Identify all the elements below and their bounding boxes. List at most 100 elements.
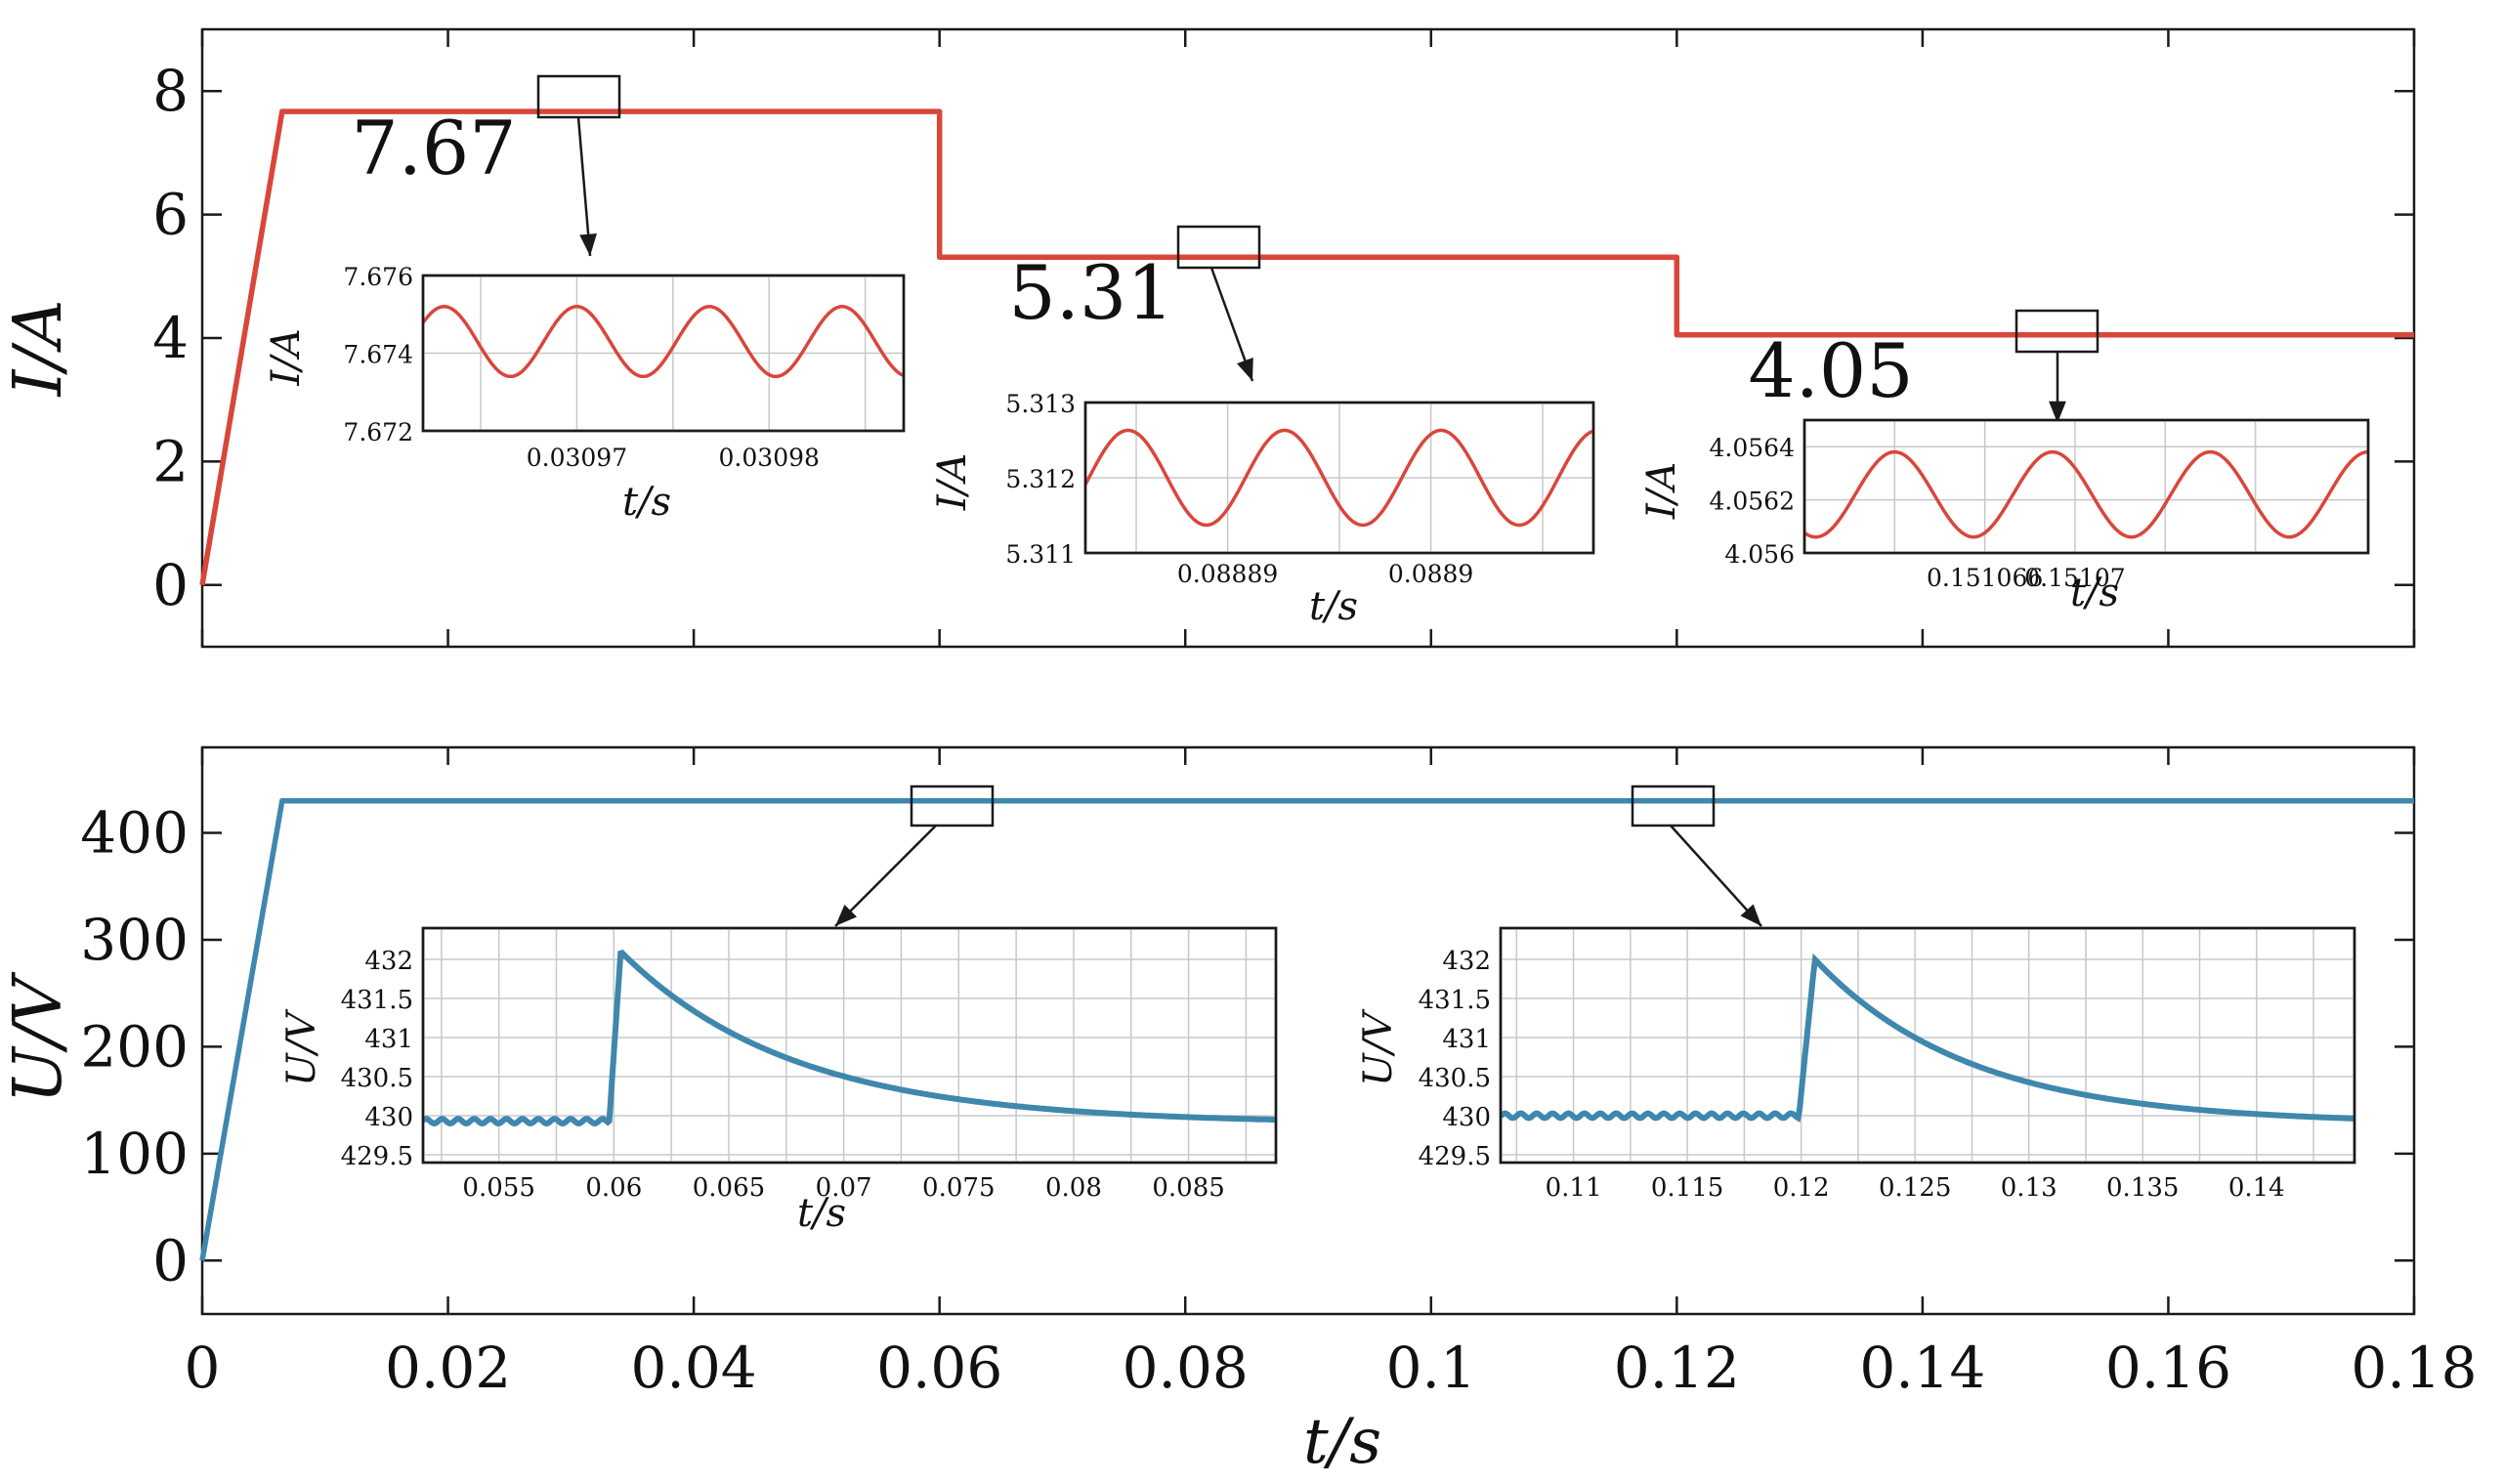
voltage_main-ytick-label: 400 [80, 800, 189, 867]
annotation-7-67: 7.67 [351, 105, 516, 191]
inset_u2-ytick-label: 431 [1442, 1025, 1491, 1054]
zoom-marker-i2-arrowhead [1237, 358, 1253, 381]
current_main-ytick-label: 6 [152, 182, 189, 248]
current_main-ytick-label: 4 [152, 305, 189, 371]
inset_u1-xtick-label: 0.065 [693, 1173, 765, 1203]
inset_u1-xtick-label: 0.06 [585, 1173, 642, 1203]
x-tick-label: 0.02 [385, 1335, 511, 1401]
inset_u1-ytick-label: 430.5 [341, 1064, 413, 1093]
inset_u2-xtick-label: 0.115 [1651, 1173, 1723, 1203]
x-tick-label: 0 [185, 1335, 221, 1401]
current_main-ytick-label: 0 [152, 552, 189, 618]
annotation-5-31: 5.31 [1008, 249, 1173, 336]
inset_i2-xtick-label: 0.0889 [1388, 560, 1473, 588]
current_main-ytick-label: 2 [152, 428, 189, 494]
inset_i1-ytick-label: 7.672 [343, 418, 413, 446]
inset_i3-frame-top [1802, 418, 2370, 555]
voltage_main-frame [200, 745, 2416, 1316]
x-tick-label: 0.1 [1386, 1335, 1476, 1401]
inset_u2-ytick-label: 430.5 [1419, 1064, 1491, 1093]
current_main-series-line [199, 108, 2414, 586]
zoom-marker-u1-arrowhead [835, 904, 858, 926]
zoom-marker-i1-arrow [576, 116, 592, 257]
inset_i2-xlabel: t/s [1309, 584, 1358, 629]
inset_u2-ytick-label: 429.5 [1419, 1142, 1491, 1171]
inset_i2-frame-top [1083, 401, 1595, 555]
voltage_main-ytick-label: 300 [80, 907, 189, 973]
inset_i2-ylabel: I/A [930, 453, 975, 511]
inset_u1-ytick-label: 431.5 [341, 986, 413, 1015]
voltage_main-ytick-label: 0 [152, 1227, 189, 1293]
voltage_main-ylabel: U/V [0, 971, 77, 1103]
inset_i1-xtick-label: 0.03098 [719, 444, 820, 472]
inset_u2-frame-top [1499, 926, 2356, 1165]
inset_u2-ytick-label: 432 [1442, 947, 1491, 976]
inset_i2-ytick-label: 5.313 [1005, 390, 1076, 418]
zoom-marker-u1 [910, 784, 995, 827]
inset_i1-ytick-label: 7.676 [343, 263, 413, 291]
x-tick-label: 0.12 [1614, 1335, 1740, 1401]
zoom-marker-u2-arrow [1670, 825, 1762, 927]
inset_i2-series-line [1085, 428, 1593, 528]
inset_u1-ytick-label: 430 [364, 1103, 413, 1132]
inset_i1-ytick-label: 7.674 [343, 341, 413, 369]
inset_u2-ytick-label: 430 [1442, 1103, 1491, 1132]
x-tick-label: 0.18 [2351, 1335, 2477, 1401]
zoom-marker-i3-arrowhead [2049, 401, 2066, 423]
inset_u1-series-line [423, 949, 1276, 1127]
inset_u2-xtick-label: 0.13 [2001, 1173, 2057, 1203]
inset_i1-xlabel: t/s [622, 480, 671, 525]
inset_i1-frame-top [421, 274, 906, 433]
inset_i3-series-line [1804, 449, 2368, 539]
voltage_main-series-line [199, 797, 2414, 1261]
inset_i1-series-line [423, 305, 904, 379]
zoom-marker-u2-arrowhead [1740, 904, 1761, 926]
zoom-marker-u1-arrow [834, 825, 937, 927]
inset_u2-ytick-label: 431.5 [1419, 986, 1491, 1015]
inset_u1-xlabel: t/s [797, 1191, 846, 1236]
inset_u1-frame-top [421, 926, 1278, 1165]
inset_i3-xlabel: t/s [2070, 571, 2119, 615]
zoom-marker-i1-arrowhead [579, 233, 597, 256]
inset_i3-ytick-label: 4.0562 [1710, 488, 1795, 516]
inset_u1-frame [421, 926, 1278, 1165]
inset_u1-xtick-label: 0.085 [1152, 1173, 1224, 1203]
inset_u1-ylabel: U/V [279, 1008, 324, 1086]
inset_u1-xtick-label: 0.075 [922, 1173, 995, 1203]
current_main-ytick-label: 8 [152, 58, 189, 124]
inset_u1-ytick-label: 431 [364, 1025, 413, 1054]
inset_i2-ytick-label: 5.311 [1005, 540, 1076, 569]
inset_u2-xtick-label: 0.12 [1773, 1173, 1830, 1203]
current_main-ylabel: I/A [0, 300, 77, 399]
inset_i1-xtick-label: 0.03097 [527, 444, 627, 472]
inset_u2-series-line [1501, 953, 2354, 1123]
inset_u1-xtick-label: 0.07 [816, 1173, 872, 1203]
inset_i3-xtick-label: 0.151066 [1927, 564, 2043, 592]
inset_i1-ylabel: I/A [264, 328, 309, 386]
x-axis-label: t/s [1303, 1406, 1381, 1478]
inset_i3-xtick-label: 0.15107 [2024, 564, 2125, 592]
x-tick-label: 0.08 [1123, 1335, 1249, 1401]
zoom-marker-i3 [2014, 309, 2099, 354]
x-tick-label: 0.14 [1859, 1335, 1985, 1401]
inset_i3-ytick-label: 4.0564 [1710, 434, 1795, 462]
zoom-marker-u2 [1631, 784, 1716, 827]
inset_u2-xtick-label: 0.125 [1879, 1173, 1951, 1203]
voltage_main-ytick-label: 200 [80, 1013, 189, 1080]
inset_u2-xtick-label: 0.135 [2106, 1173, 2179, 1203]
x-tick-label: 0.16 [2105, 1335, 2231, 1401]
zoom-marker-i2 [1176, 225, 1261, 270]
inset_i3-ylabel: I/A [1639, 462, 1684, 520]
inset_u1-ytick-label: 432 [364, 947, 413, 976]
inset_i2-xtick-label: 0.08889 [1177, 560, 1278, 588]
inset_i2-ytick-label: 5.312 [1005, 465, 1076, 493]
inset_u2-xtick-label: 0.14 [2228, 1173, 2285, 1203]
inset_u2-ylabel: U/V [1356, 1008, 1401, 1086]
x-tick-label: 0.04 [631, 1335, 757, 1401]
voltage_main-ytick-label: 100 [80, 1121, 189, 1187]
annotation-4-05: 4.05 [1748, 327, 1913, 414]
inset_u1-ytick-label: 429.5 [341, 1142, 413, 1171]
inset_u2-xtick-label: 0.11 [1546, 1173, 1602, 1203]
